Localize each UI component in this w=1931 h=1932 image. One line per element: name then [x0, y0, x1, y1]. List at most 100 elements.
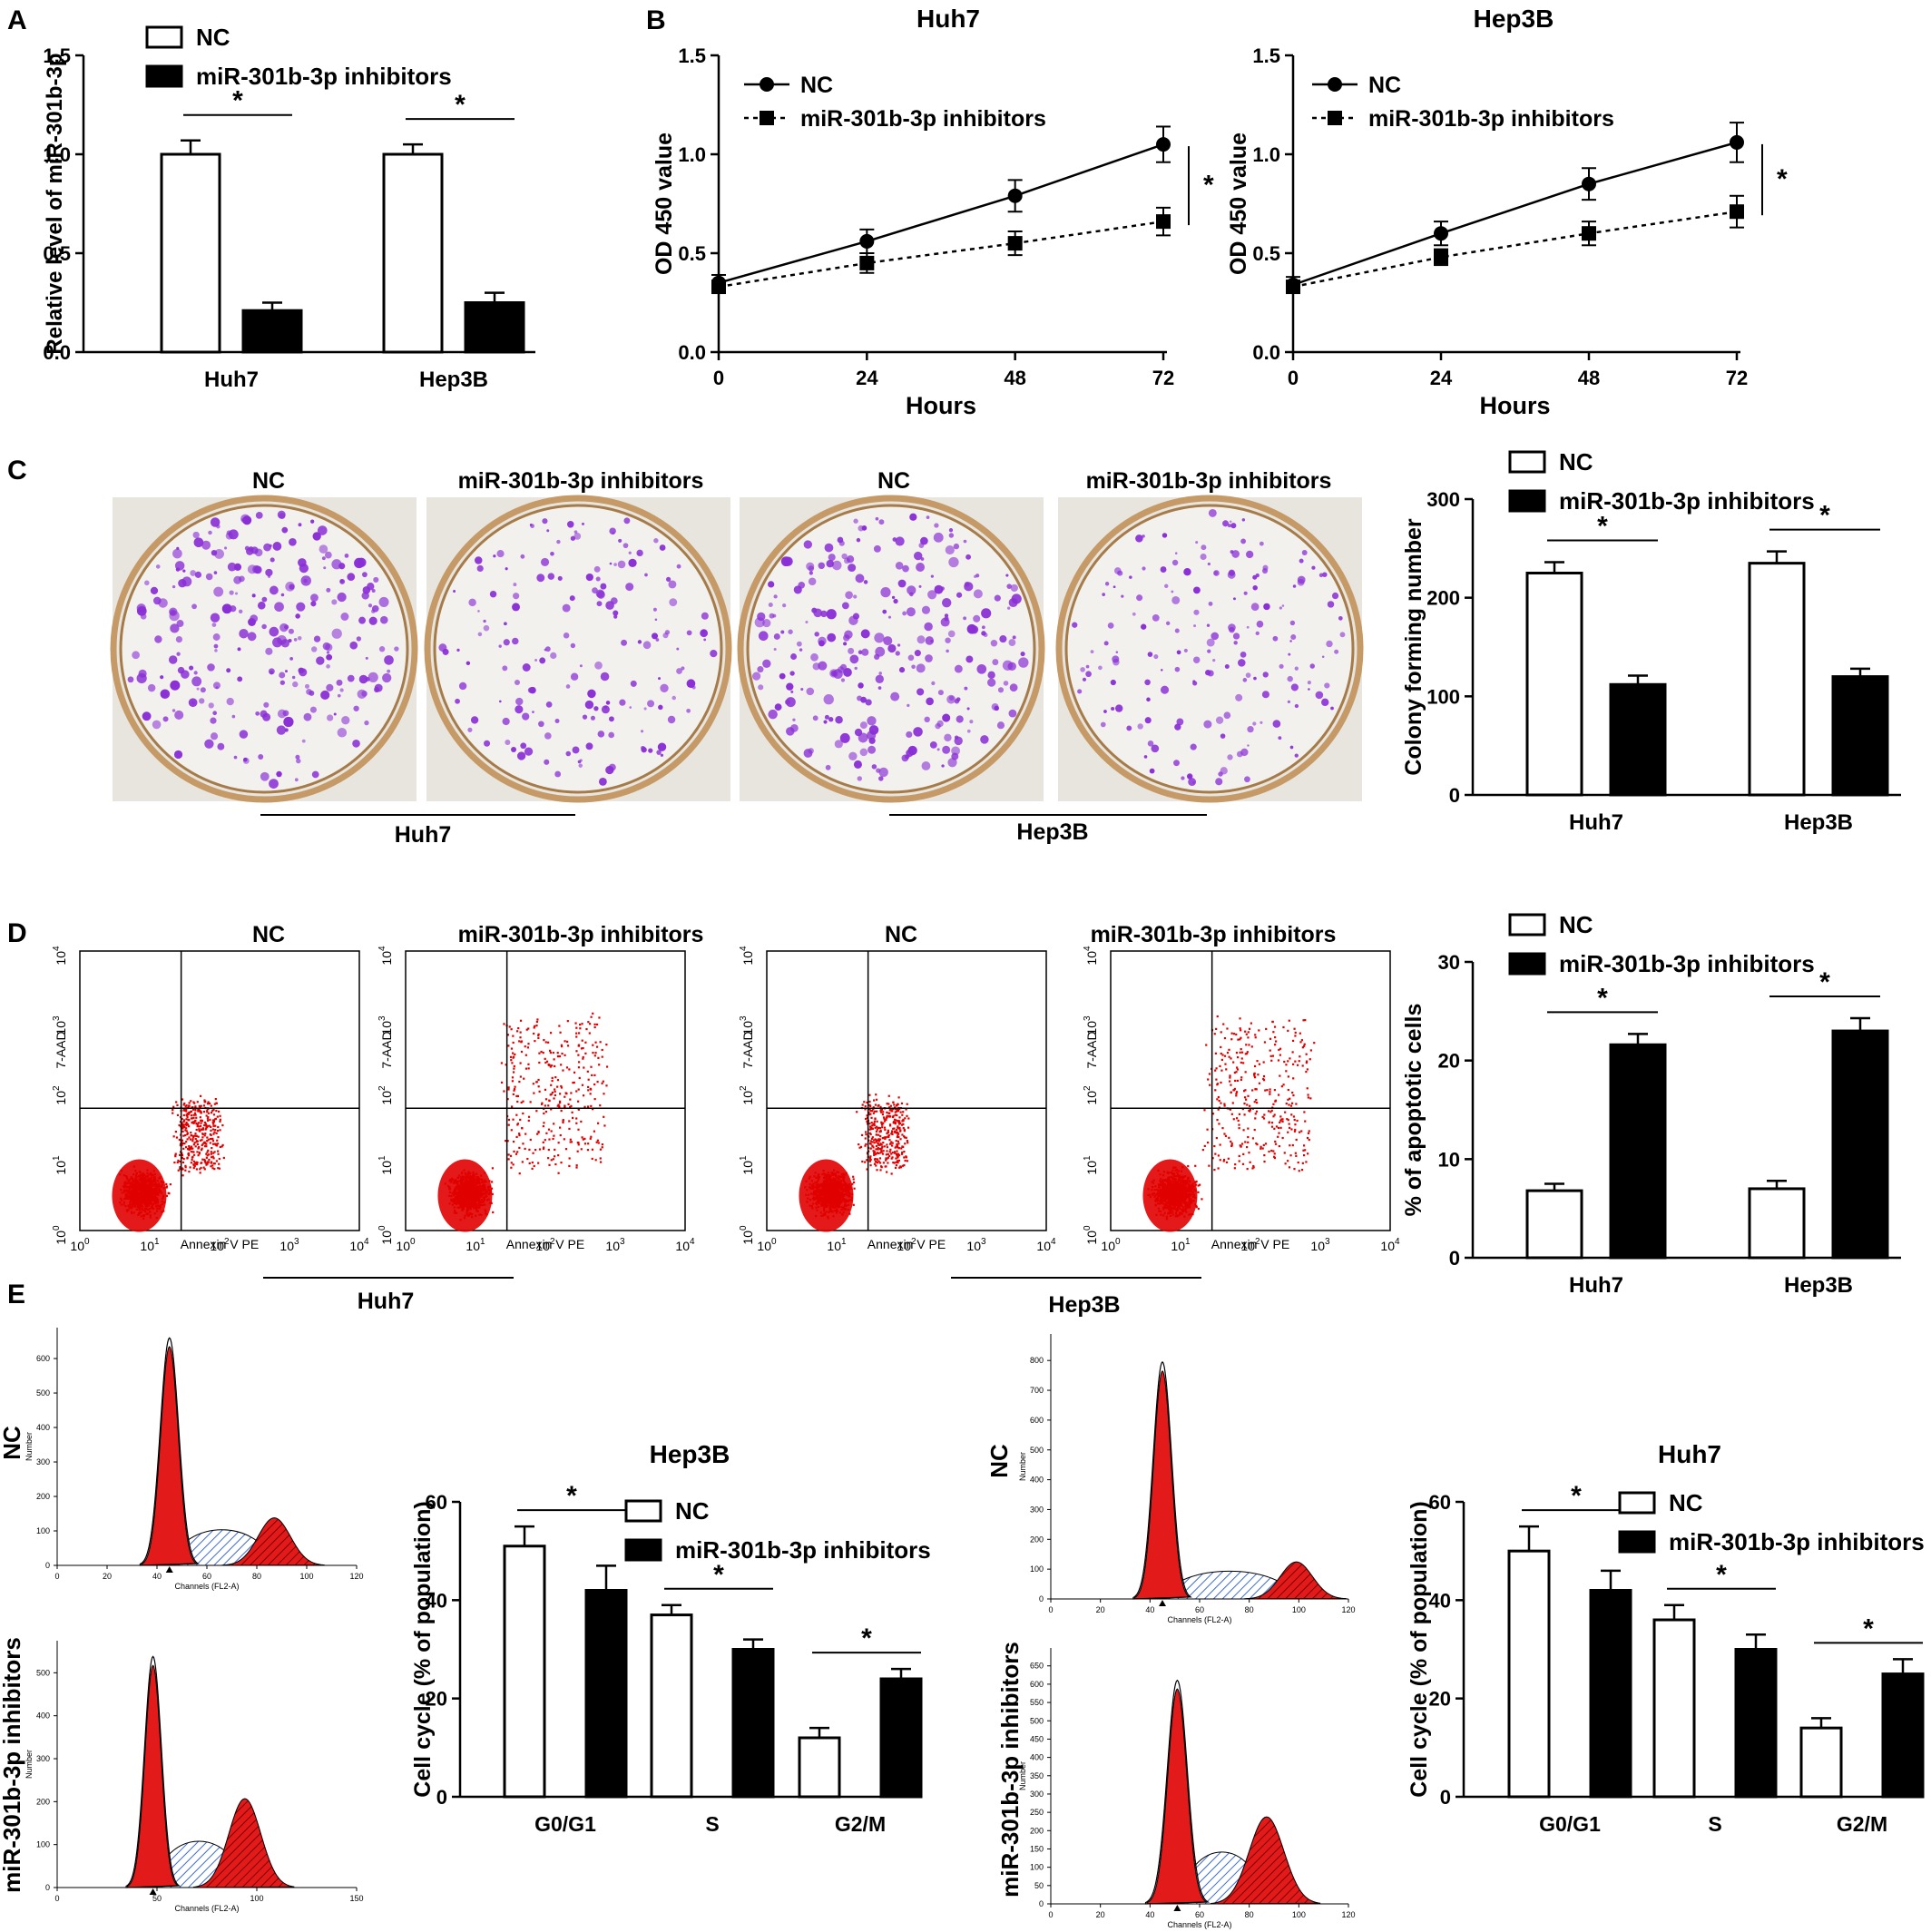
legend-swatch-nc: [1618, 1491, 1656, 1515]
point-nc: [1730, 134, 1744, 150]
hist-y-label: Number: [25, 1432, 34, 1461]
flow-y-tick: 100: [739, 1225, 755, 1245]
flow-y-tick: 102: [377, 1085, 394, 1105]
flow-plot-title: NC: [252, 922, 285, 947]
bar-inhibitors: [1609, 682, 1667, 797]
legend-swatch-inhibitors: [145, 64, 183, 88]
series-line-nc: [718, 142, 1164, 284]
legend-label-inhibitors: miR-301b-3p inhibitors: [1669, 1528, 1925, 1555]
legend-label-inhibitors: miR-301b-3p inhibitors: [1368, 106, 1614, 132]
chart-title: Huh7: [1658, 1440, 1721, 1468]
flow-x-tick: 103: [279, 1237, 299, 1253]
hist-x-tick: 20: [1096, 1910, 1105, 1919]
hist-x-tick: 100: [299, 1572, 313, 1581]
hist-y-tick: 100: [36, 1526, 50, 1535]
y-tick-label: 0.5: [678, 242, 706, 265]
x-tick-label: 72: [1726, 367, 1748, 389]
y-tick-label: 20: [1429, 1688, 1451, 1711]
flow-x-tick: 100: [396, 1237, 416, 1253]
point-inhibitors: [1007, 236, 1023, 251]
legend-marker-nc: [1328, 77, 1342, 92]
row-label-inhibitors-right: miR-301b-3p inhibitors: [996, 1642, 1024, 1898]
flow-x-tick: 100: [70, 1237, 90, 1253]
flow-plot-title: miR-301b-3p inhibitors: [458, 922, 704, 947]
hist-x-tick: 40: [1145, 1605, 1154, 1614]
series-line-nc: [1292, 141, 1738, 287]
hist-y-tick: 600: [1030, 1680, 1044, 1689]
flow-y-label: 7-AAD: [740, 1031, 755, 1068]
colony-plate-4: [1055, 495, 1364, 803]
hist-x-tick: 40: [152, 1572, 162, 1581]
histogram-huh7-inhibitors: 0 50 100 150 200 250 300 350 400 450 500 550 600 650 0…: [1018, 1648, 1356, 1929]
flow-x-label: Annexin V PE: [506, 1237, 584, 1251]
x-axis-label: Hours: [1479, 392, 1550, 419]
hist-x-tick: 100: [250, 1894, 263, 1903]
y-axis-label: OD 450 value: [652, 132, 677, 275]
legend-label-inhibitors: miR-301b-3p inhibitors: [196, 63, 452, 90]
flow-y-label: 7-AAD: [1084, 1031, 1099, 1068]
y-tick-label: 1.0: [43, 143, 71, 166]
colony-group-hep3b: Hep3B: [1016, 819, 1088, 845]
flow-group-huh7: Huh7: [358, 1289, 415, 1314]
hist-y-tick: 0: [1039, 1899, 1044, 1908]
flow-y-tick: 104: [52, 946, 68, 966]
hist-y-tick: 150: [1030, 1844, 1044, 1853]
hist-y-label: Number: [25, 1750, 34, 1779]
y-axis-label: OD 450 value: [1226, 132, 1251, 275]
y-axis-label: Cell cycle (% of population): [1407, 1501, 1432, 1797]
hist-y-tick: 700: [1030, 1386, 1044, 1395]
bar-nc: [798, 1736, 841, 1799]
hist-y-tick: 300: [1030, 1790, 1044, 1799]
legend-marker-inhibitors: [1328, 111, 1342, 125]
significance-star: *: [1571, 1481, 1582, 1511]
point-inhibitors: [1434, 250, 1448, 265]
hist-y-tick: 200: [1030, 1826, 1044, 1835]
bar-inhibitors: [464, 301, 525, 354]
legend-label-nc: NC: [800, 73, 833, 98]
colony-title-3: NC: [877, 468, 910, 494]
flow-y-tick: 104: [377, 946, 394, 966]
hist-x-tick: 120: [1341, 1910, 1355, 1919]
legend-label-nc: NC: [196, 24, 230, 51]
flow-y-tick: 100: [1083, 1225, 1099, 1245]
bar-nc: [1748, 1187, 1806, 1260]
hist-y-tick: 250: [1030, 1808, 1044, 1817]
flow-x-tick: 104: [1380, 1237, 1400, 1253]
colony-title-2: miR-301b-3p inhibitors: [458, 468, 704, 494]
significance-star: *: [566, 1481, 577, 1511]
y-axis-label: Relative level of miR-301b-3p: [43, 53, 67, 354]
y-tick-label: 10: [1438, 1148, 1460, 1171]
legend-label-inhibitors: miR-301b-3p inhibitors: [800, 106, 1046, 132]
hist-x-label: Channels (FL2-A): [1167, 1920, 1231, 1929]
point-inhibitors: [1156, 214, 1171, 230]
x-tick-label: 72: [1152, 367, 1174, 389]
legend-label-nc: NC: [1669, 1489, 1703, 1516]
hist-x-tick: 120: [1341, 1605, 1355, 1614]
bar-nc: [503, 1545, 546, 1799]
significance-star: *: [1716, 1560, 1727, 1590]
flow-x-tick: 104: [675, 1237, 695, 1253]
significance-star: *: [1819, 501, 1830, 531]
legend-swatch-nc: [624, 1499, 662, 1523]
point-nc: [1582, 176, 1596, 191]
x-tick-label: G2/M: [835, 1812, 886, 1836]
point-inhibitors: [1582, 226, 1596, 241]
flow-plot-title: NC: [885, 922, 917, 947]
hist-y-tick: 400: [36, 1423, 50, 1432]
hist-x-tick: 150: [349, 1894, 363, 1903]
hist-x-tick: 100: [1292, 1605, 1306, 1614]
y-tick-label: 0.5: [43, 242, 71, 265]
y-axis-label: Colony forming number: [1401, 518, 1426, 776]
hist-y-tick: 100: [1030, 1564, 1044, 1574]
bar-nc: [1652, 1618, 1696, 1799]
significance-star: *: [1777, 164, 1788, 194]
hist-x-tick: 80: [252, 1572, 261, 1581]
bar-nc: [382, 152, 444, 354]
hist-y-tick: 100: [1030, 1863, 1044, 1872]
hist-x-label: Channels (FL2-A): [1167, 1615, 1231, 1624]
y-tick-label: 1.5: [678, 44, 706, 67]
hist-y-tick: 600: [1030, 1416, 1044, 1425]
